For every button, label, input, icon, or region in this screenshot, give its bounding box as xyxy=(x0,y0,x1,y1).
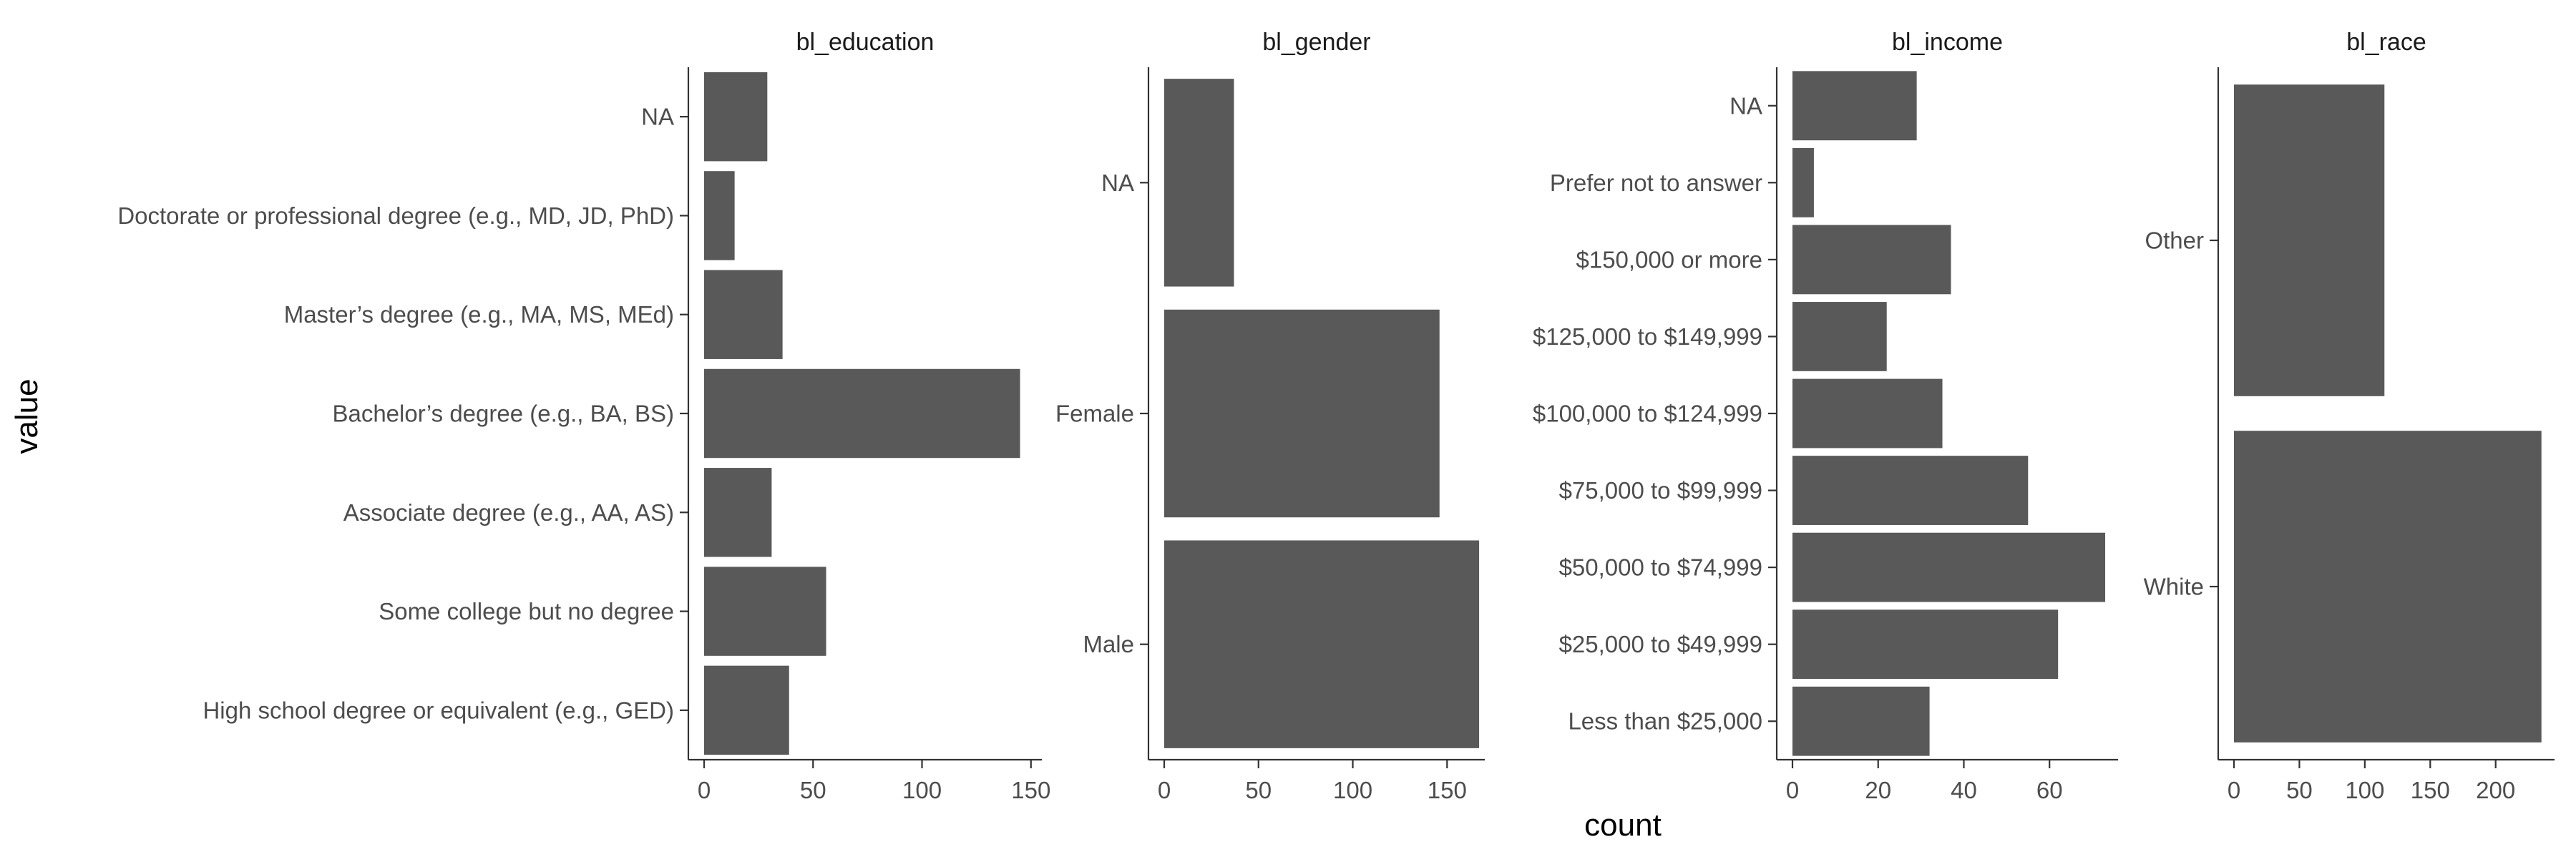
bar xyxy=(1164,540,1480,748)
x-tick-label: 150 xyxy=(1428,777,1467,803)
category-label: $75,000 to $99,999 xyxy=(1559,477,1762,504)
x-tick-label: 50 xyxy=(2286,777,2313,803)
category-label: $100,000 to $124,999 xyxy=(1533,401,1762,427)
x-tick-label: 60 xyxy=(2036,777,2063,803)
x-tick-label: 150 xyxy=(1011,777,1050,803)
bar xyxy=(2234,431,2542,743)
bar xyxy=(1792,71,1917,141)
x-tick-label: 0 xyxy=(698,777,711,803)
category-label: $150,000 or more xyxy=(1576,246,1762,273)
x-tick-label: 50 xyxy=(1245,777,1272,803)
x-tick-label: 100 xyxy=(1333,777,1372,803)
category-label: $25,000 to $49,999 xyxy=(1559,631,1762,657)
bar xyxy=(704,171,735,260)
x-tick-label: 0 xyxy=(2228,777,2240,803)
facet-bl_race: bl_race Other White 0 50 100 150 200 xyxy=(2144,29,2555,803)
x-tick-label: 0 xyxy=(1786,777,1799,803)
category-label: Female xyxy=(1055,401,1134,427)
bar xyxy=(704,567,826,656)
facet-bl_education: bl_education NA Doctorate or professional … xyxy=(117,29,1050,803)
category-label: Doctorate or professional degree (e.g., … xyxy=(117,202,674,229)
category-label: Master’s degree (e.g., MA, MS, MEd) xyxy=(284,301,674,328)
x-tick-label: 100 xyxy=(902,777,942,803)
facet-title: bl_income xyxy=(1892,29,2003,56)
bar xyxy=(1164,79,1234,287)
bar xyxy=(1792,147,1814,217)
facet-title: bl_gender xyxy=(1262,29,1370,56)
category-label: Male xyxy=(1083,631,1134,657)
x-tick-label: 100 xyxy=(2345,777,2384,803)
bar xyxy=(1792,609,2059,680)
x-tick-label: 40 xyxy=(1951,777,1977,803)
y-axis-title: value xyxy=(9,378,44,454)
bar xyxy=(1792,225,1951,295)
category-label: $50,000 to $74,999 xyxy=(1559,554,1762,581)
x-tick-label: 50 xyxy=(800,777,826,803)
bar xyxy=(1792,456,2029,525)
category-label: Prefer not to answer xyxy=(1550,170,1762,196)
x-tick-label: 0 xyxy=(1158,777,1171,803)
bar xyxy=(704,468,772,557)
bar xyxy=(1792,532,2106,602)
bar xyxy=(704,665,789,755)
x-tick-label: 200 xyxy=(2476,777,2515,803)
facets-group: bl_education NA Doctorate or professional … xyxy=(117,29,2555,803)
bar xyxy=(1792,378,1943,449)
category-label: Less than $25,000 xyxy=(1568,708,1762,735)
facet-title: bl_race xyxy=(2346,29,2426,56)
category-label: Bachelor’s degree (e.g., BA, BS) xyxy=(332,401,674,427)
facet-bl_gender: bl_gender NA Female Male 0 50 100 150 xyxy=(1055,29,1485,803)
category-label: White xyxy=(2144,574,2204,600)
category-label: High school degree or equivalent (e.g., … xyxy=(203,697,674,723)
category-label: NA xyxy=(641,104,674,130)
x-tick-label: 20 xyxy=(1865,777,1891,803)
facet-bl_income: bl_income NA Prefer not to answer $150,000 … xyxy=(1533,29,2118,803)
category-label: NA xyxy=(1729,92,1762,119)
bar xyxy=(1164,309,1440,518)
bar xyxy=(1792,302,1887,371)
x-axis-title: count xyxy=(1584,808,1662,843)
category-label: $125,000 to $149,999 xyxy=(1533,323,1762,350)
category-label: Some college but no degree xyxy=(379,598,674,625)
category-label: NA xyxy=(1101,170,1134,196)
category-label: Other xyxy=(2145,227,2204,254)
category-label: Associate degree (e.g., AA, AS) xyxy=(343,499,674,526)
bar xyxy=(704,368,1020,459)
bar xyxy=(704,270,783,359)
bar xyxy=(1792,686,1930,756)
facet-title: bl_education xyxy=(796,29,935,56)
bar xyxy=(704,72,768,162)
bar xyxy=(2234,84,2385,396)
x-tick-label: 150 xyxy=(2411,777,2450,803)
